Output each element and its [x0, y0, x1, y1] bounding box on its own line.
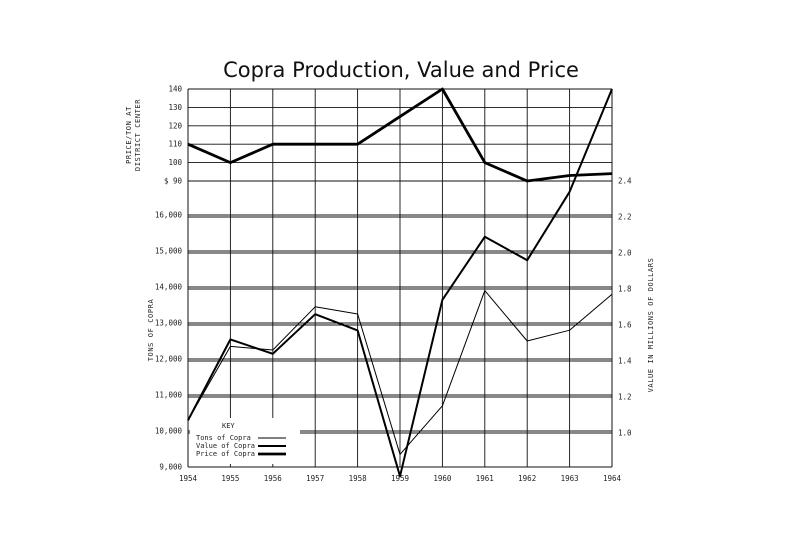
year-tick-label: 1960 [433, 474, 452, 483]
value-tick-label: 1.4 [618, 357, 632, 366]
tons-tick-label: 13,000 [155, 319, 183, 328]
tons-axis-label: TONS OF COPRA [147, 299, 155, 362]
value-tick-label: 1.2 [618, 393, 632, 402]
price-tick-label: $ 90 [164, 177, 183, 186]
price-axis-label: DISTRICT CENTER [134, 99, 142, 171]
value-tick-label: 2.4 [618, 177, 632, 186]
value-tick-label: 2.2 [618, 213, 632, 222]
chart-title: Copra Production, Value and Price [223, 58, 579, 82]
value-tick-label: 1.6 [618, 321, 632, 330]
axis-labels: PRICE/TON AT DISTRICT CENTER TONS OF COPRA… [125, 99, 655, 393]
price-axis-label: PRICE/TON AT [125, 106, 133, 164]
price-tick-label: 120 [168, 121, 182, 130]
tons-tick-label: 11,000 [155, 391, 183, 400]
year-tick-label: 1954 [179, 474, 198, 483]
legend-entry-label: Price of Copra [196, 450, 255, 458]
year-tick-label: 1956 [264, 474, 283, 483]
value-tick-label: 1.8 [618, 285, 632, 294]
year-tick-label: 1957 [306, 474, 324, 483]
tons-tick-label: 9,000 [159, 463, 182, 472]
tons-tick-label: 15,000 [155, 247, 183, 256]
price-tick-label: 110 [168, 140, 182, 149]
year-tick-label: 1955 [221, 474, 239, 483]
series-lines [187, 87, 613, 478]
value-tick-label: 1.0 [618, 429, 632, 438]
tons-tick-label: 12,000 [155, 355, 183, 364]
legend-box [190, 418, 300, 464]
price-tick-label: 130 [168, 103, 182, 112]
tons-tick-label: 14,000 [155, 283, 183, 292]
year-tick-label: 1962 [518, 474, 536, 483]
legend-entry-label: Tons of Copra [196, 434, 251, 442]
year-tick-label: 1961 [476, 474, 494, 483]
value-axis-label: VALUE IN MILLIONS OF DOLLARS [647, 258, 655, 393]
legend-title: KEY [222, 422, 235, 430]
grid [187, 88, 613, 468]
year-tick-label: 1964 [603, 474, 622, 483]
price-tick-label: 140 [168, 85, 182, 94]
value-tick-label: 2.0 [618, 249, 632, 258]
year-tick-label: 1959 [391, 474, 409, 483]
tons-tick-label: 10,000 [155, 427, 183, 436]
price-tick-label: 100 [168, 158, 182, 167]
legend-entry-label: Value of Copra [196, 442, 255, 450]
tick-labels: $ 90 100 110 120 130 140 9,000 10,000 11,000 12,0… [155, 85, 632, 484]
tons-tick-label: 16,000 [155, 211, 183, 220]
year-tick-label: 1958 [349, 474, 368, 483]
series-line-value [187, 88, 613, 478]
year-tick-label: 1963 [561, 474, 579, 483]
series-line-price [187, 87, 613, 183]
